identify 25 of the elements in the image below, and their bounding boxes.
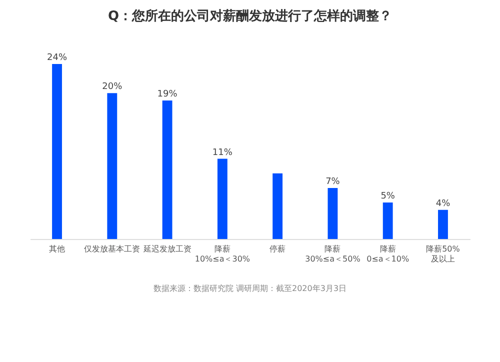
bar: [438, 210, 448, 239]
data-label: 4%: [436, 198, 451, 209]
bar: [382, 202, 393, 239]
x-tick-label: 降薪 10%≤a＜30%: [194, 244, 250, 264]
bar: [162, 100, 172, 239]
x-tick-label: 其他: [49, 244, 66, 254]
x-tick-label: 降薪 0≤a＜10%: [366, 244, 410, 264]
x-tick-label: 仅发放基本工资: [84, 244, 140, 254]
bar: [328, 188, 338, 239]
bar: [217, 158, 228, 239]
x-tick-label: 降薪50% 及以上: [426, 244, 460, 264]
data-label: 11%: [212, 148, 233, 158]
chart-title: Q：您所在的公司对薪酬发放进行了怎样的调整？: [108, 8, 392, 24]
bar: [272, 173, 283, 239]
data-label: 5%: [380, 192, 396, 202]
text: 数据来源：数据研究院 调研周期：截至2020年3月3日: [153, 284, 347, 293]
bar: [52, 64, 62, 239]
data-label: 7%: [326, 176, 340, 187]
x-tick-label: 降薪 30%≤a＜50%: [305, 244, 361, 264]
data-label: 24%: [47, 53, 68, 63]
data-label: 19%: [157, 89, 178, 100]
data-label: 20%: [102, 82, 123, 92]
bar: [107, 93, 118, 239]
x-tick-label: 停薪: [270, 244, 286, 254]
x-tick-label: 延迟发放工资: [142, 244, 192, 254]
